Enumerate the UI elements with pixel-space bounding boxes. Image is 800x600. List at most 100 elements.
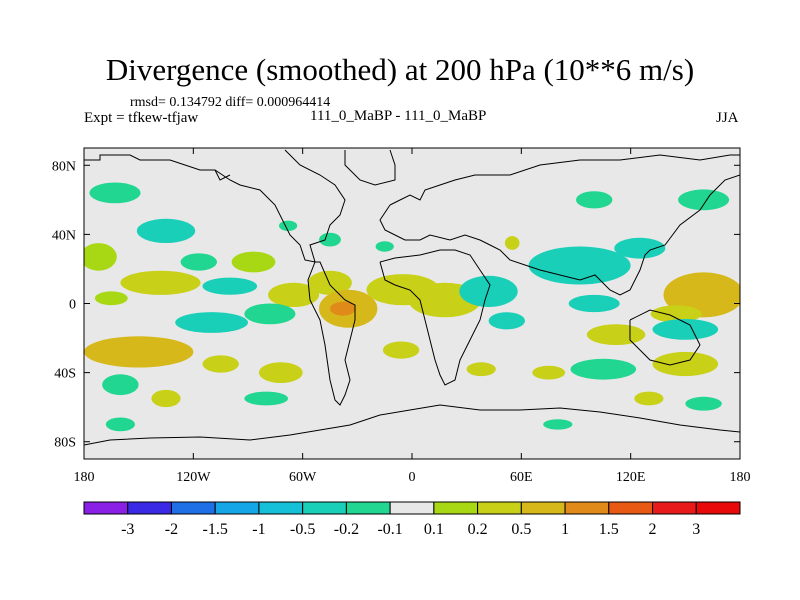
colorbar-swatch-3 (214, 501, 260, 515)
colorbar-label-8: 0.2 (468, 521, 488, 538)
y-tick-label-2: 0 (69, 298, 76, 313)
colorbar-label-9: 0.5 (511, 521, 531, 538)
y-tick-label-1: 40N (52, 228, 76, 243)
coastline-antarctica (84, 404, 740, 446)
anomaly-patch-18 (528, 246, 631, 285)
anomaly-patch-4 (94, 291, 128, 306)
colorbar-label-4: -0.5 (290, 521, 315, 538)
anomaly-patch-16 (459, 275, 518, 307)
case-label: 111_0_MaBP - 111_0_MaBP (310, 108, 487, 124)
anomaly-patch-10 (175, 312, 249, 333)
y-tick-label-3: 40S (54, 367, 76, 382)
stats-text: rmsd= 0.134792 diff= 0.000964414 (130, 95, 331, 110)
anomaly-patch-11 (244, 303, 296, 325)
anomaly-patch-0 (89, 182, 141, 204)
anomaly-patch-7 (231, 251, 276, 273)
anomaly-patch-25 (125, 346, 159, 361)
colorbar-swatch-7 (389, 501, 435, 515)
experiment-label: Expt = tfkew-tfjaw (84, 110, 199, 126)
anomaly-patch-34 (151, 389, 181, 408)
colorbar-label-0: -3 (121, 521, 134, 538)
anomaly-patch-27 (258, 362, 303, 383)
colorbar-label-11: 1.5 (599, 521, 619, 538)
anomaly-patch-3 (84, 243, 117, 271)
x-tick-label-3: 0 (409, 470, 416, 485)
coastline-north-america-2 (214, 169, 231, 181)
anomaly-patch-38 (105, 417, 135, 432)
anomaly-patch-21 (568, 294, 620, 313)
colorbar-label-1: -2 (165, 521, 178, 538)
anomaly-patch-29 (466, 362, 496, 377)
colorbar-swatch-5 (302, 501, 347, 515)
x-tick-label-0: 180 (74, 470, 95, 485)
anomaly-patch-23 (652, 319, 719, 340)
coastline-eurasia-2 (379, 174, 740, 296)
anomaly-patch-30 (532, 365, 566, 380)
anomaly-patch-2 (180, 253, 217, 271)
colorbar-swatch-14 (695, 501, 741, 515)
coastline-australia (629, 309, 701, 366)
coastline-south-america (307, 261, 356, 406)
colorbar-label-7: 0.1 (424, 521, 444, 538)
coastline-africa (379, 249, 491, 386)
anomaly-patch-9 (308, 270, 352, 295)
colorbar-label-6: -0.1 (377, 521, 402, 538)
map-axes: 180 120W 60W 0 60E 120E 180 80N 40N 0 40S 80S (52, 148, 751, 485)
coastline-eurasia (389, 154, 740, 206)
anomaly-patch-35 (244, 391, 289, 406)
anomaly-patch-22 (586, 324, 646, 345)
season-label: JJA (716, 110, 739, 126)
anomaly-patch-46 (678, 189, 730, 211)
anomaly-field (84, 182, 740, 432)
colorbar-label-5: -0.2 (334, 521, 359, 538)
colorbar-label-2: -1.5 (203, 521, 228, 538)
anomaly-patch-45 (576, 191, 613, 209)
chart-title: Divergence (smoothed) at 200 hPa (10**6 … (105, 52, 695, 87)
anomaly-patch-33 (102, 374, 139, 396)
coastlines (84, 149, 740, 446)
colorbar-swatch-8 (433, 501, 479, 515)
anomaly-patch-44 (614, 237, 666, 259)
x-tick-label-2: 60W (289, 470, 317, 485)
anomaly-patch-5 (120, 270, 201, 295)
anomaly-patch-43 (504, 236, 520, 250)
y-tick-label-0: 80N (52, 159, 76, 174)
x-tick-label-5: 120E (616, 470, 646, 485)
coastline-greenland (344, 149, 396, 186)
colorbar-swatch-10 (520, 501, 566, 515)
anomaly-patch-32 (652, 351, 719, 377)
anomaly-patch-31 (570, 358, 637, 380)
colorbar-swatch-2 (170, 501, 216, 515)
colorbar-swatch-1 (127, 501, 172, 515)
x-tick-label-6: 180 (730, 470, 751, 485)
anomaly-patch-28 (382, 341, 420, 359)
coastline-north-america (84, 149, 346, 263)
anomaly-patch-13 (330, 301, 356, 316)
colorbar-swatch-12 (608, 501, 654, 515)
colorbar-swatch-0 (83, 501, 129, 515)
anomaly-patch-39 (543, 419, 573, 430)
anomaly-patch-42 (375, 241, 394, 252)
colorbar-label-3: -1 (252, 521, 265, 538)
colorbar-label-12: 2 (649, 521, 657, 538)
colorbar-swatch-11 (564, 501, 610, 515)
anomaly-patch-40 (279, 220, 298, 231)
anomaly-patch-17 (488, 312, 525, 330)
anomaly-patch-36 (634, 391, 664, 406)
x-tick-label-4: 60E (510, 470, 533, 485)
colorbar-swatch-4 (258, 501, 304, 515)
anomaly-patch-26 (202, 355, 239, 373)
colorbar-swatch-6 (345, 501, 391, 515)
colorbar-label-13: 3 (692, 521, 700, 538)
colorbar-swatch-13 (652, 501, 697, 515)
x-tick-label-1: 120W (176, 470, 211, 485)
anomaly-patch-20 (650, 305, 702, 323)
anomaly-patch-6 (202, 277, 258, 295)
anomaly-patch-8 (268, 282, 320, 307)
anomaly-patch-1 (136, 218, 196, 243)
colorbar-swatch-9 (477, 501, 522, 515)
y-tick-label-4: 80S (54, 436, 76, 451)
colorbar: -3 -2 -1.5 -1 -0.5 -0.2 -0.1 0.1 0.2 0.5 1 1.5 2 3 (83, 501, 741, 538)
anomaly-patch-37 (685, 396, 722, 411)
